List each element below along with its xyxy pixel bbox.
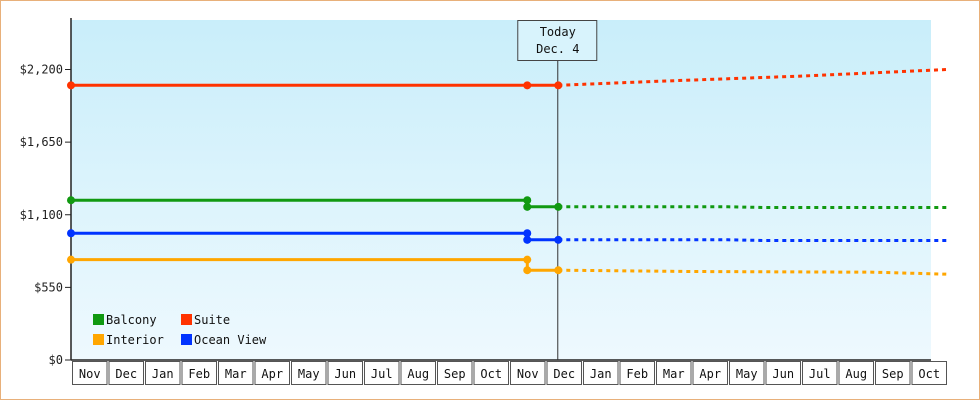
series-forecast-ocean-view	[558, 238, 947, 242]
x-tick-label: Mar	[663, 367, 685, 381]
data-point-balcony[interactable]	[523, 202, 532, 211]
y-tick-label: $2,200	[20, 63, 63, 77]
x-tick-label: Jul	[371, 367, 393, 381]
x-month-cell	[291, 361, 327, 385]
legend-label-interior: Interior	[106, 333, 164, 347]
x-month-cell	[327, 361, 363, 385]
x-month-cell	[802, 361, 838, 385]
x-month-cell	[546, 361, 582, 385]
series-line-interior	[71, 258, 559, 272]
x-tick-label: Jun	[772, 367, 794, 381]
data-point-interior[interactable]	[523, 266, 532, 275]
x-month-cell	[400, 361, 436, 385]
legend-label-ocean-view: Ocean View	[194, 333, 267, 347]
x-month-cell	[838, 361, 874, 385]
x-tick-label: Sep	[444, 367, 466, 381]
data-point-suite[interactable]	[554, 81, 563, 90]
x-month-cell	[619, 361, 655, 385]
data-point-balcony[interactable]	[523, 196, 532, 205]
x-tick-label: Mar	[225, 367, 247, 381]
x-month-cell	[875, 361, 911, 385]
x-month-cell	[72, 361, 108, 385]
today-date: Dec. 4	[536, 42, 579, 56]
x-month-cell	[583, 361, 619, 385]
today-box	[517, 20, 598, 61]
x-month-cell	[765, 361, 801, 385]
x-month-cell	[145, 361, 181, 385]
x-month-cell	[437, 361, 473, 385]
x-tick-label: Jan	[590, 367, 612, 381]
x-tick-label: Jan	[152, 367, 174, 381]
data-point-balcony[interactable]	[554, 202, 563, 211]
data-point-interior[interactable]	[554, 266, 563, 275]
y-tick-label: $0	[49, 353, 63, 367]
x-tick-label: Oct	[918, 367, 940, 381]
series-forecast-interior	[558, 268, 948, 276]
x-month-cell	[729, 361, 765, 385]
legend-swatch-suite	[181, 314, 192, 325]
x-month-cell	[218, 361, 254, 385]
y-tick-label: $1,650	[20, 135, 63, 149]
x-tick-label: Sep	[882, 367, 904, 381]
x-tick-label: Nov	[517, 367, 539, 381]
x-tick-label: Apr	[261, 367, 283, 381]
data-point-ocean-view[interactable]	[67, 229, 75, 238]
x-tick-label: Apr	[699, 367, 721, 381]
x-tick-label: Feb	[626, 367, 648, 381]
data-point-interior[interactable]	[67, 255, 75, 264]
x-month-cell	[364, 361, 400, 385]
legend-swatch-balcony	[93, 314, 104, 325]
legend-label-suite: Suite	[194, 313, 230, 327]
x-month-cell	[510, 361, 546, 385]
x-tick-label: Dec	[553, 367, 575, 381]
data-point-interior[interactable]	[523, 255, 532, 264]
data-point-ocean-view[interactable]	[554, 235, 563, 244]
legend-swatch-ocean-view	[181, 334, 192, 345]
data-point-suite[interactable]	[523, 81, 532, 90]
x-tick-label: Jul	[809, 367, 831, 381]
x-month-cell	[911, 361, 947, 385]
x-month-cell	[181, 361, 217, 385]
series-forecast-balcony	[558, 205, 947, 209]
x-tick-label: Jun	[334, 367, 356, 381]
data-point-suite[interactable]	[67, 81, 75, 90]
series-forecast-suite	[558, 68, 948, 87]
x-tick-label: Nov	[79, 367, 101, 381]
data-point-ocean-view[interactable]	[523, 229, 532, 238]
data-point-ocean-view[interactable]	[523, 235, 532, 244]
legend-swatch-interior	[93, 334, 104, 345]
x-month-cell	[254, 361, 290, 385]
today-label: Today	[540, 25, 576, 39]
y-tick-label: $1,100	[20, 208, 63, 222]
x-tick-label: May	[298, 367, 320, 381]
x-month-cell	[108, 361, 144, 385]
x-tick-label: Aug	[407, 367, 429, 381]
x-tick-label: Oct	[480, 367, 502, 381]
x-tick-label: May	[736, 367, 758, 381]
x-tick-label: Dec	[115, 367, 137, 381]
plot-background	[71, 20, 931, 360]
x-month-cell	[473, 361, 509, 385]
x-month-cell	[656, 361, 692, 385]
x-tick-label: Aug	[845, 367, 867, 381]
x-tick-label: Feb	[188, 367, 210, 381]
y-tick-label: $550	[34, 280, 63, 294]
legend-label-balcony: Balcony	[106, 313, 157, 327]
data-point-balcony[interactable]	[67, 196, 75, 205]
x-month-cell	[692, 361, 728, 385]
